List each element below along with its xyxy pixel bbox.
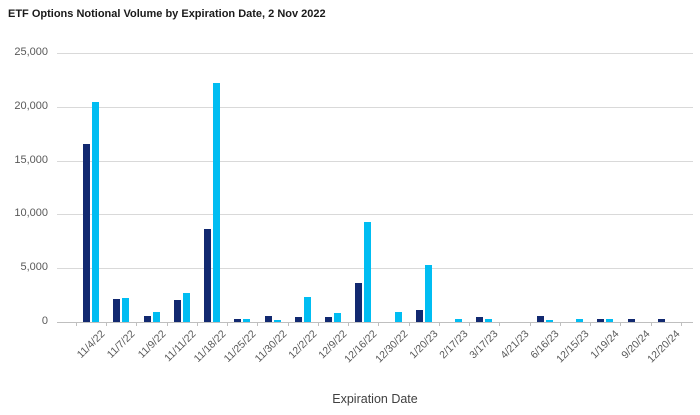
x-axis-tick: [166, 322, 168, 326]
x-axis-tick: [106, 322, 108, 326]
bar-navy: [415, 310, 423, 322]
bar-navy: [113, 299, 121, 322]
bar-cyan: [213, 83, 221, 322]
x-axis-tick: [590, 322, 592, 326]
gridline: [57, 160, 693, 162]
bar-navy: [264, 316, 272, 322]
y-axis-tick-label: 20,000: [14, 99, 48, 112]
y-axis-tick-label: 0: [41, 315, 48, 327]
bar-navy: [325, 317, 333, 322]
bar-navy: [83, 144, 91, 322]
x-axis-tick: [620, 322, 622, 326]
bar-navy: [536, 316, 544, 322]
x-axis-tick: [438, 322, 440, 326]
x-axis-tick: [559, 322, 561, 326]
bar-cyan: [364, 222, 372, 322]
bar-navy: [143, 316, 151, 322]
x-axis-tick: [136, 322, 138, 326]
y-axis-tick-label: 5,000: [20, 261, 48, 274]
bar-navy: [173, 300, 181, 322]
x-axis-title: Expiration Date: [332, 392, 418, 406]
x-axis-tick: [499, 322, 501, 326]
bar-cyan: [485, 319, 493, 322]
x-axis-tick: [227, 322, 229, 326]
bar-cyan: [303, 297, 311, 322]
bar-cyan: [424, 265, 432, 322]
bar-cyan: [92, 102, 100, 322]
bar-navy: [476, 317, 484, 322]
gridline: [57, 53, 693, 54]
y-axis-tick-label: 10,000: [14, 207, 48, 220]
bar-cyan: [606, 319, 614, 322]
bar-cyan: [182, 293, 190, 322]
bar-cyan: [576, 319, 584, 322]
x-axis-tick: [75, 322, 77, 326]
x-axis-tick: [408, 322, 410, 326]
x-axis-tick: [378, 322, 380, 326]
bar-cyan: [394, 312, 402, 322]
x-axis-tick: [529, 322, 531, 326]
bar-navy: [597, 319, 605, 322]
gridline: [57, 268, 693, 270]
bar-cyan: [243, 319, 251, 322]
x-axis-tick: [469, 322, 471, 326]
x-axis-tick: [317, 322, 319, 326]
gridline: [57, 322, 693, 323]
x-axis-tick: [287, 322, 289, 326]
gridline: [57, 106, 693, 108]
bar-navy: [627, 319, 635, 322]
bar-navy: [234, 319, 242, 322]
bar-cyan: [152, 312, 160, 322]
bar-cyan: [545, 320, 553, 322]
bar-cyan: [122, 298, 130, 322]
y-axis-tick-label: 25,000: [14, 46, 48, 58]
x-axis-tick: [680, 322, 682, 326]
gridline: [57, 214, 693, 216]
x-axis-tick: [650, 322, 652, 326]
bar-navy: [657, 319, 665, 322]
bar-cyan: [273, 320, 281, 322]
bar-navy: [294, 317, 302, 322]
bar-cyan: [455, 319, 463, 322]
chart-title: ETF Options Notional Volume by Expiratio…: [8, 8, 326, 20]
x-axis-tick: [257, 322, 259, 326]
bar-navy: [355, 283, 363, 322]
bar-cyan: [334, 313, 342, 322]
x-axis-tick: [348, 322, 350, 326]
bar-navy: [204, 229, 212, 322]
y-axis-tick-label: 15,000: [14, 153, 48, 166]
x-axis-tick: [196, 322, 198, 326]
